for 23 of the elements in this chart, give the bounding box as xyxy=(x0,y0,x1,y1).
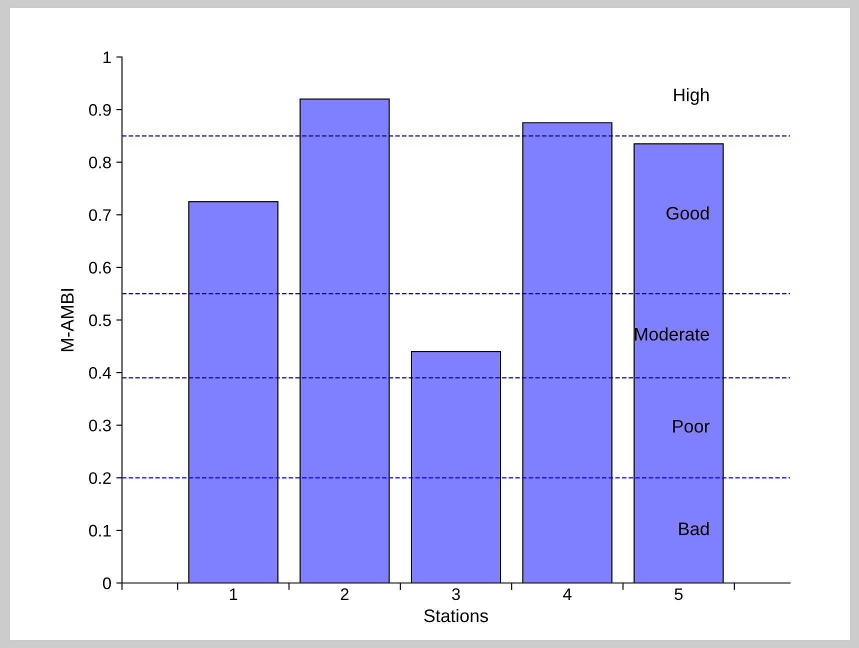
annotation: High xyxy=(674,88,709,105)
y-tick-label: 0.8 xyxy=(89,156,111,168)
y-tick-label: 0.6 xyxy=(89,262,111,274)
annotation: Bad xyxy=(679,522,709,536)
y-tick-label: 0.7 xyxy=(89,209,111,222)
annotation: Good xyxy=(666,206,709,220)
annotation: Poor xyxy=(673,420,710,433)
y-tick-label: 0.3 xyxy=(89,420,111,432)
y-tick-label: 0.1 xyxy=(89,524,111,537)
x-tick-label: 5 xyxy=(674,588,683,600)
y-tick-label: 0.9 xyxy=(89,104,111,116)
annotation: Moderate xyxy=(635,327,710,341)
y-tick-label: 0.5 xyxy=(89,314,111,326)
x-tick-label: 4 xyxy=(563,588,572,600)
x-tick-label: 3 xyxy=(452,588,460,600)
x-tick-label: 1 xyxy=(230,588,238,600)
x-tick-label: 2 xyxy=(340,588,348,600)
x-axis-title: Stations xyxy=(424,608,488,622)
y-tick-label: 1 xyxy=(104,52,111,64)
y-tick-label: 0.2 xyxy=(89,472,111,484)
y-tick-label: 0.4 xyxy=(89,367,112,379)
y-tick-label: 0 xyxy=(102,577,111,590)
y-axis-title: M-AMBI xyxy=(61,289,74,352)
